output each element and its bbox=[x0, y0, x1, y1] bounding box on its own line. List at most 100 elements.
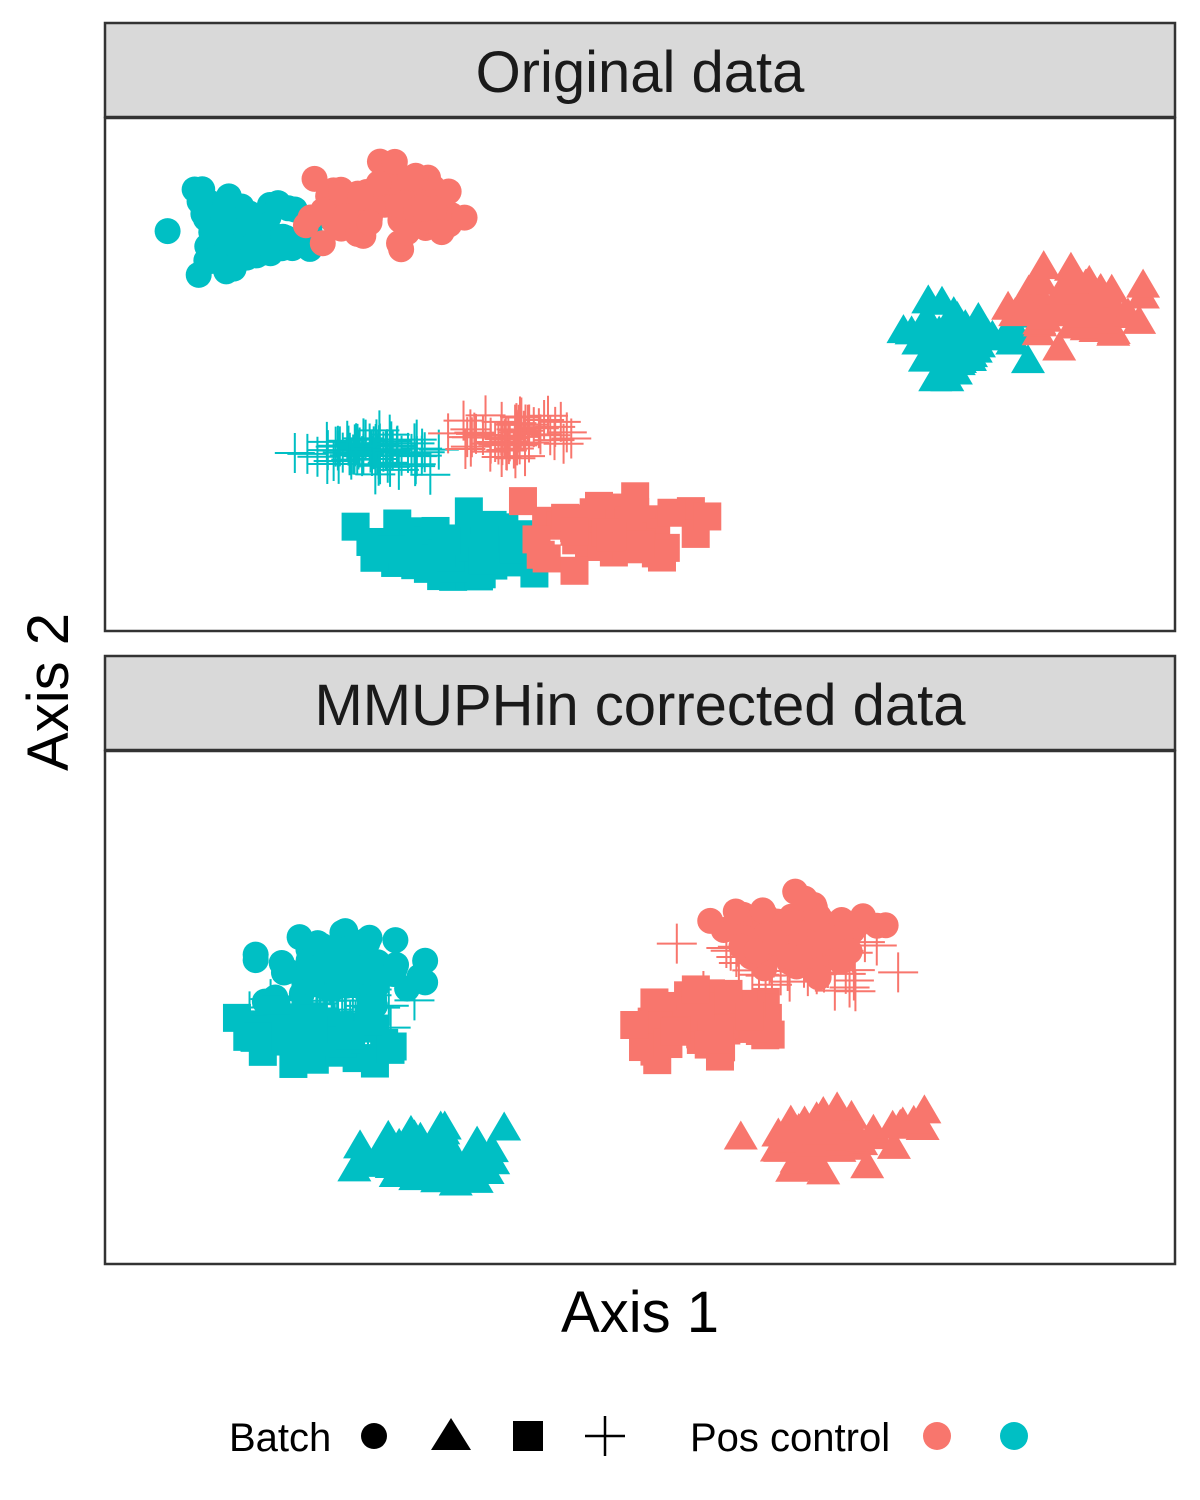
point-plus-pos bbox=[656, 923, 697, 964]
point-circle-pos bbox=[791, 885, 818, 912]
point-circle-pos bbox=[697, 907, 724, 934]
point-triangle-pos bbox=[1126, 268, 1161, 298]
point-triangle-pos bbox=[850, 1149, 885, 1179]
panel-original: Original data bbox=[103, 21, 1177, 633]
legend-batch-square-key bbox=[513, 1421, 543, 1451]
point-circle-pos bbox=[435, 178, 462, 205]
point-circle-neg bbox=[406, 963, 433, 990]
point-triangle-pos bbox=[896, 1104, 931, 1134]
point-plus-pos bbox=[546, 412, 587, 453]
point-plus-pos bbox=[518, 408, 559, 449]
point-plus-neg bbox=[371, 421, 412, 462]
strip-corrected bbox=[103, 654, 1177, 752]
point-triangle-neg bbox=[476, 1145, 511, 1175]
point-plus-pos bbox=[489, 421, 530, 462]
point-circle-neg bbox=[349, 956, 376, 983]
panel-corrected: MMUPHin corrected data bbox=[103, 654, 1177, 1266]
point-square-pos bbox=[657, 498, 686, 527]
point-plus-neg bbox=[329, 432, 370, 473]
point-plus-neg bbox=[372, 429, 413, 470]
legend-batch-plus-key bbox=[585, 1416, 625, 1456]
point-square-pos bbox=[626, 530, 655, 559]
point-square-pos bbox=[560, 517, 589, 546]
point-circle-pos bbox=[410, 195, 437, 222]
point-circle-neg bbox=[186, 188, 213, 215]
point-square-pos bbox=[621, 482, 650, 511]
point-plus-pos bbox=[524, 400, 565, 441]
point-square-neg bbox=[299, 1015, 328, 1044]
point-triangle-pos bbox=[1026, 250, 1061, 280]
point-plus-neg bbox=[376, 426, 417, 467]
legend-batch-circle-key bbox=[361, 1423, 387, 1449]
point-square-pos bbox=[660, 1017, 689, 1046]
point-circle-neg bbox=[242, 947, 269, 974]
point-circle-neg bbox=[198, 248, 225, 275]
point-plus-pos bbox=[551, 418, 592, 459]
point-plus-pos bbox=[505, 436, 546, 477]
point-plus-neg bbox=[274, 432, 315, 473]
point-triangle-neg bbox=[368, 1134, 403, 1164]
point-triangle-neg bbox=[343, 1129, 378, 1159]
point-plus-pos bbox=[486, 429, 527, 470]
point-circle-pos bbox=[749, 897, 776, 924]
point-circle-pos bbox=[310, 197, 337, 224]
point-circle-pos bbox=[381, 148, 408, 175]
point-triangle-neg bbox=[961, 328, 996, 358]
point-triangle-pos bbox=[1083, 272, 1118, 302]
point-square-pos bbox=[681, 975, 710, 1004]
point-plus-neg bbox=[369, 414, 410, 455]
point-triangle-neg bbox=[389, 1137, 424, 1167]
legend-pos-control-key-teal bbox=[1000, 1422, 1028, 1450]
point-triangle-neg bbox=[393, 1114, 428, 1144]
point-circle-pos bbox=[805, 964, 832, 991]
point-circle-pos bbox=[451, 204, 478, 231]
point-plus-neg bbox=[391, 433, 432, 474]
point-circle-pos bbox=[393, 219, 420, 246]
point-triangle-pos bbox=[772, 1123, 807, 1153]
legend-batch-triangle-key bbox=[431, 1418, 471, 1450]
point-plus-pos bbox=[513, 407, 554, 448]
point-triangle-pos bbox=[1024, 265, 1059, 295]
marks-corrected bbox=[222, 878, 942, 1196]
point-square-neg bbox=[341, 512, 370, 541]
point-triangle-pos bbox=[1042, 331, 1077, 361]
point-plus-pos bbox=[443, 400, 484, 441]
point-square-neg bbox=[335, 1021, 364, 1050]
point-triangle-neg bbox=[940, 329, 975, 359]
point-square-neg bbox=[376, 1035, 405, 1064]
point-circle-pos bbox=[309, 230, 336, 257]
point-square-pos bbox=[508, 487, 537, 516]
point-circle-neg bbox=[279, 235, 306, 262]
point-plus-pos bbox=[878, 952, 919, 993]
y-axis-title: Axis 2 bbox=[16, 613, 81, 771]
point-circle-pos bbox=[301, 165, 328, 192]
point-circle-neg bbox=[383, 951, 410, 978]
point-triangle-pos bbox=[803, 1115, 838, 1145]
point-triangle-pos bbox=[787, 1105, 822, 1135]
strip-original bbox=[103, 21, 1177, 119]
marks-original bbox=[154, 148, 1161, 591]
point-plus-pos bbox=[495, 438, 536, 479]
legend-batch-title: Batch bbox=[229, 1416, 331, 1460]
point-circle-pos bbox=[777, 943, 804, 970]
point-triangle-pos bbox=[876, 1129, 911, 1159]
point-circle-neg bbox=[239, 232, 266, 259]
point-plus-pos bbox=[814, 970, 855, 1011]
point-triangle-neg bbox=[425, 1126, 460, 1156]
point-triangle-pos bbox=[1122, 304, 1157, 334]
point-circle-pos bbox=[814, 923, 841, 950]
panel-title-corrected: MMUPHin corrected data bbox=[314, 673, 966, 738]
point-triangle-neg bbox=[421, 1155, 456, 1185]
point-plus-neg bbox=[317, 425, 358, 466]
point-circle-pos bbox=[722, 898, 749, 925]
point-circle-neg bbox=[154, 218, 181, 245]
point-plus-neg bbox=[313, 441, 354, 482]
legend: Batch Pos control bbox=[229, 1416, 1028, 1460]
point-plus-neg bbox=[306, 421, 347, 462]
point-triangle-neg bbox=[993, 319, 1028, 349]
point-circle-pos bbox=[428, 219, 455, 246]
point-plus-pos bbox=[450, 426, 491, 467]
point-circle-pos bbox=[743, 938, 770, 965]
point-plus-pos bbox=[496, 403, 537, 444]
point-triangle-pos bbox=[723, 1120, 758, 1150]
